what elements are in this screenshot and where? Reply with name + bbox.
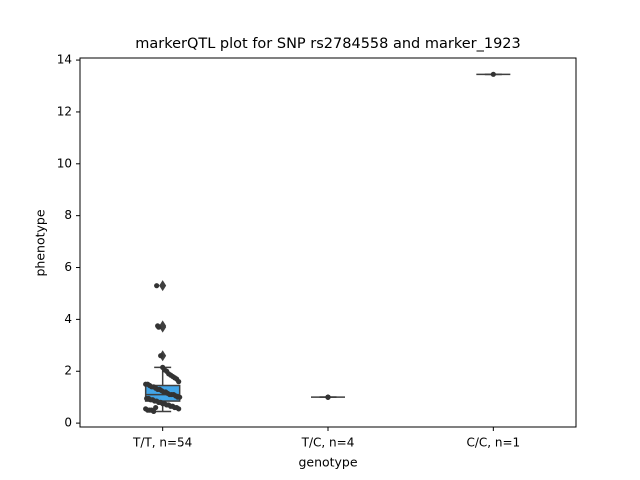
y-tick-label: 14: [57, 53, 72, 67]
y-tick-label: 12: [57, 104, 72, 118]
x-tick-label: T/C, n=4: [301, 436, 355, 450]
y-tick-label: 4: [64, 312, 72, 326]
point: [177, 394, 183, 400]
x-axis-label: genotype: [298, 455, 357, 470]
point: [155, 323, 161, 329]
point: [151, 408, 157, 415]
point: [154, 283, 160, 289]
chart-title: markerQTL plot for SNP rs2784558 and mar…: [135, 36, 521, 52]
outlier: [159, 280, 167, 292]
point: [325, 394, 331, 400]
y-tick-label: 10: [57, 156, 72, 170]
point: [176, 379, 182, 385]
y-tick-label: 8: [64, 208, 72, 222]
y-tick-label: 2: [64, 364, 72, 378]
point: [158, 353, 164, 359]
point: [153, 404, 159, 411]
point: [490, 71, 496, 77]
x-tick-label: C/C, n=1: [466, 436, 520, 450]
y-tick-label: 6: [64, 260, 72, 274]
outlier: [159, 320, 167, 332]
y-axis-label: phenotype: [33, 209, 48, 276]
x-tick-label: T/T, n=54: [132, 436, 192, 450]
y-tick-label: 0: [64, 416, 72, 430]
plot-frame: [79, 57, 577, 428]
point: [176, 406, 182, 412]
